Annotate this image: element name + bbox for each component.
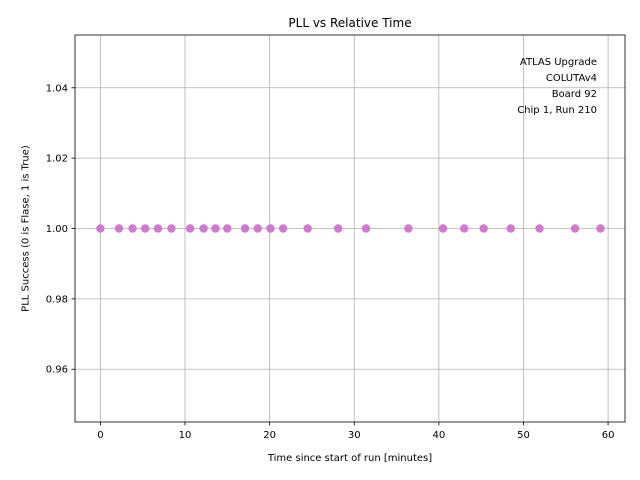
y-tick-label: 1.00 bbox=[46, 224, 68, 235]
y-tick-label: 0.98 bbox=[46, 294, 68, 305]
data-point bbox=[333, 224, 343, 233]
x-tick-label: 40 bbox=[432, 430, 445, 441]
data-point bbox=[438, 224, 448, 233]
data-point bbox=[240, 224, 250, 233]
x-tick-label: 50 bbox=[517, 430, 530, 441]
run-info-annotation: ATLAS Upgrade COLUTAv4 Board 92 Chip 1, … bbox=[517, 57, 597, 116]
data-point bbox=[303, 224, 312, 233]
data-point bbox=[460, 224, 469, 233]
data-points bbox=[96, 224, 605, 233]
chart-title: PLL vs Relative Time bbox=[288, 16, 411, 30]
data-point bbox=[266, 224, 275, 233]
annotation-line-4: Chip 1, Run 210 bbox=[517, 105, 597, 116]
x-tick-label: 60 bbox=[602, 430, 615, 441]
data-point bbox=[96, 224, 105, 233]
x-tick-label: 20 bbox=[263, 430, 276, 441]
annotation-line-2: COLUTAv4 bbox=[546, 73, 597, 84]
data-point bbox=[506, 224, 515, 233]
data-point bbox=[278, 224, 288, 233]
data-point bbox=[535, 224, 544, 233]
y-tick-label: 1.04 bbox=[46, 83, 68, 94]
annotation-line-1: ATLAS Upgrade bbox=[520, 57, 597, 68]
data-point bbox=[199, 224, 208, 233]
data-point bbox=[253, 224, 262, 233]
data-point bbox=[570, 224, 580, 233]
y-axis-title: PLL Success (0 is Flase, 1 is True) bbox=[21, 145, 32, 312]
data-point bbox=[361, 224, 371, 233]
data-point bbox=[167, 224, 176, 233]
data-point bbox=[404, 224, 413, 233]
data-point bbox=[185, 224, 195, 233]
data-point bbox=[141, 224, 150, 233]
x-tick-label: 10 bbox=[179, 430, 192, 441]
x-tick-label: 30 bbox=[348, 430, 361, 441]
data-point bbox=[153, 224, 163, 233]
annotation-line-3: Board 92 bbox=[552, 89, 597, 100]
data-point bbox=[223, 224, 232, 233]
axis-ticks: 0 10 20 30 40 50 60 0.96 0.98 1.00 1.02 1.04 bbox=[46, 83, 615, 441]
data-point bbox=[211, 224, 220, 233]
grid-lines bbox=[75, 35, 625, 422]
data-point bbox=[128, 224, 137, 233]
y-tick-label: 0.96 bbox=[46, 365, 68, 376]
x-tick-label: 0 bbox=[97, 430, 103, 441]
data-point bbox=[479, 224, 488, 233]
y-tick-label: 1.02 bbox=[46, 154, 68, 165]
data-point bbox=[114, 224, 124, 233]
data-point bbox=[596, 224, 605, 233]
x-axis-title: Time since start of run [minutes] bbox=[267, 453, 432, 464]
